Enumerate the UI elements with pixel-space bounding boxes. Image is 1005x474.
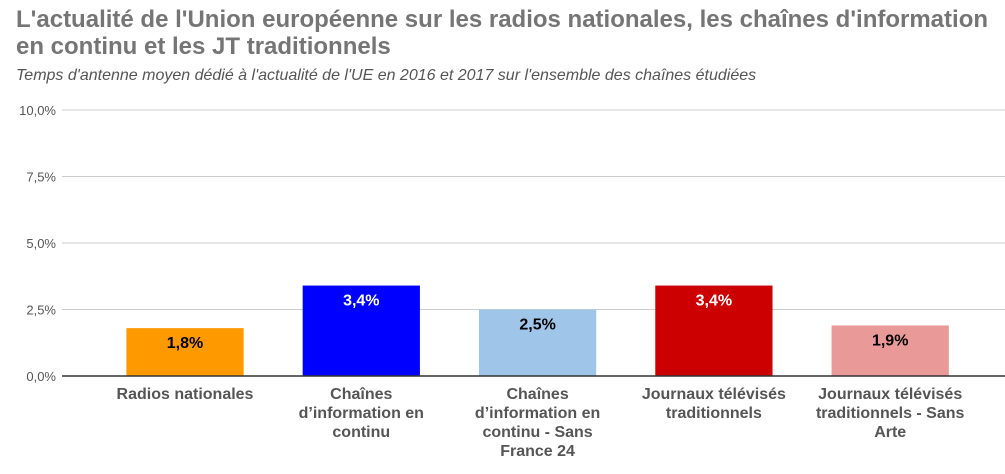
axis: 0,0% 2,5% 5,0% 7,5% 10,0% Radios nationales Ch… [19, 103, 1005, 460]
y-tick-label: 5,0% [26, 236, 56, 251]
bar [831, 325, 949, 376]
x-category-label: Arte [874, 424, 906, 441]
bar-data-label: 2,5% [519, 317, 555, 334]
x-category-label: Chaînes [330, 386, 392, 403]
bar-data-label: 3,4% [343, 293, 379, 310]
bar [478, 309, 597, 376]
x-category-label: traditionnels - Sans [816, 405, 965, 422]
bar [126, 328, 244, 376]
gridlines [62, 109, 1005, 310]
y-tick-label: 2,5% [26, 303, 56, 318]
x-category-label: Journaux télévisés [818, 386, 962, 403]
chart-title: L'actualité de l'Union européenne sur le… [16, 6, 989, 60]
x-category-label: continu - Sans [482, 424, 592, 441]
x-category-label: Journaux télévisés [642, 386, 786, 403]
bar [655, 285, 773, 376]
x-category-label: continu [332, 424, 390, 441]
bar [302, 285, 420, 376]
bar-data-label: 3,4% [696, 293, 732, 310]
x-category-label: Chaînes [506, 386, 568, 403]
y-tick-label: 0,0% [26, 369, 56, 384]
y-tick-label: 10,0% [19, 103, 56, 118]
x-category-label: traditionnels [666, 405, 762, 422]
chart-subtitle: Temps d'antenne moyen dédié à l'actualit… [16, 67, 757, 84]
y-tick-label: 7,5% [26, 170, 56, 185]
x-category-label: Radios nationales [117, 386, 254, 403]
bar-data-label: 1,8% [167, 335, 203, 352]
bar-data-label: 1,9% [872, 332, 908, 349]
bars: 1,8% 3,4% 2,5% 3,4% 1,9% [126, 285, 949, 376]
x-category-label: France 24 [500, 443, 575, 460]
x-category-label: d’information en [299, 405, 424, 422]
x-category-label: d’information en [475, 405, 600, 422]
